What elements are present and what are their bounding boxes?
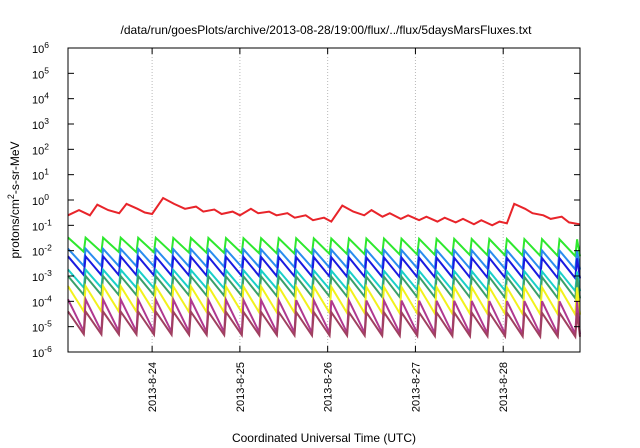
y-axis-title: protons/cm2-s-sr-MeV xyxy=(6,141,22,258)
y-tick-label: 105 xyxy=(32,65,49,81)
series-line-7 xyxy=(67,282,581,318)
x-axis: 2013-8-24 2013-8-25 2013-8-26 2013-8-27 2013… xyxy=(147,48,510,412)
y-tick-label: 10-4 xyxy=(32,293,52,309)
series-line-2 xyxy=(67,235,581,259)
y-tick-label: 10-1 xyxy=(32,217,52,233)
x-tick-label: 2013-8-26 xyxy=(323,362,335,412)
y-tick-label: 104 xyxy=(32,91,49,107)
y-tick-label: 10-5 xyxy=(32,319,52,335)
series-line-1 xyxy=(67,196,581,227)
grid xyxy=(151,48,504,352)
x-tick-label: 2013-8-24 xyxy=(147,362,159,412)
y-tick-label: 10-2 xyxy=(32,243,52,259)
x-tick-label: 2013-8-27 xyxy=(410,362,422,412)
y-tick-label: 103 xyxy=(32,116,49,132)
x-axis-title: Coordinated Universal Time (UTC) xyxy=(232,431,416,445)
y-tick-label: 101 xyxy=(32,167,49,183)
x-tick-label: 2013-8-28 xyxy=(498,362,510,412)
y-axis: 10-6 10-5 10-4 10-3 10-2 10-1 100 101 102 103 104 1… xyxy=(32,40,580,360)
y-tick-label: 100 xyxy=(32,192,49,208)
y-tick-label: 10-3 xyxy=(32,268,52,284)
series-line-3 xyxy=(67,246,581,272)
y-tick-label: 106 xyxy=(32,40,49,56)
series-layer xyxy=(67,196,581,340)
chart-title: /data/run/goesPlots/archive/2013-08-28/1… xyxy=(121,23,533,37)
series-line-9 xyxy=(67,308,581,340)
y-tick-label: 10-6 xyxy=(32,344,52,360)
y-tick-label: 102 xyxy=(32,141,49,157)
series-line-4 xyxy=(67,253,581,281)
x-tick-label: 2013-8-25 xyxy=(235,362,247,412)
